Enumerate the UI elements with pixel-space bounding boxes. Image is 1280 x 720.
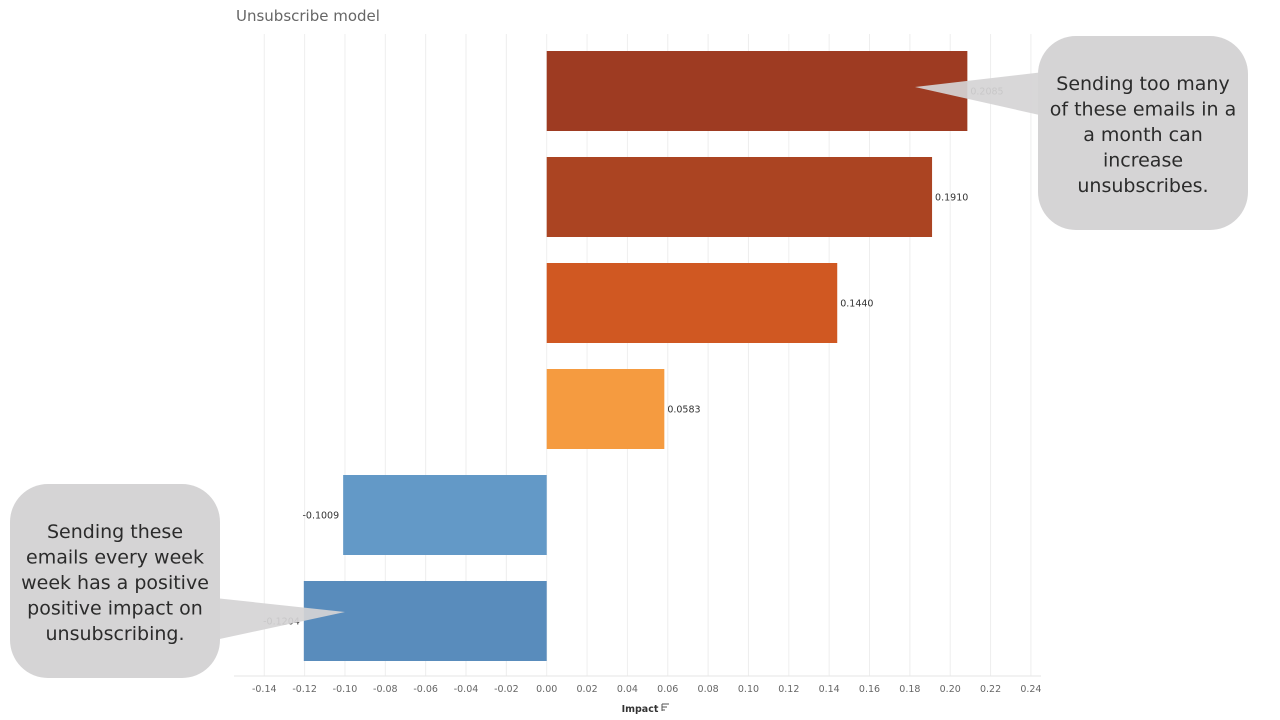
x-tick-label: -0.10 xyxy=(333,684,358,695)
x-tick-label: 0.08 xyxy=(698,684,719,695)
x-tick-label: 0.12 xyxy=(778,684,799,695)
gridlines xyxy=(234,34,1041,677)
x-tick-label: 0.14 xyxy=(819,684,840,695)
x-axis-title: Impact xyxy=(622,704,659,715)
x-tick-label: -0.12 xyxy=(292,684,317,695)
x-tick-label: 0.02 xyxy=(576,684,597,695)
x-tick-label: -0.06 xyxy=(413,684,438,695)
bar[interactable] xyxy=(546,263,838,343)
callout-box xyxy=(1038,36,1248,230)
x-tick-label: 0.16 xyxy=(859,684,880,695)
data-label: -0.1009 xyxy=(302,511,339,522)
callout-box xyxy=(10,484,220,678)
callout-text-line: increase xyxy=(1103,150,1183,172)
callout-text-line: week has a positive xyxy=(21,572,209,594)
x-axis-ticks: -0.14 -0.12 -0.10 -0.08 -0.06 -0.04 -0.02 0.00 0… xyxy=(252,684,1042,695)
callout-text-line: unsubscribes. xyxy=(1077,175,1208,197)
callout-pointer xyxy=(215,598,345,640)
data-label: 0.1440 xyxy=(840,299,873,310)
chart-title: Unsubscribe model xyxy=(236,7,380,25)
data-label: 0.1910 xyxy=(935,193,968,204)
x-tick-label: -0.08 xyxy=(373,684,398,695)
bar[interactable] xyxy=(343,475,547,555)
callout-pointer xyxy=(915,72,1044,116)
x-tick-label: 0.06 xyxy=(657,684,678,695)
x-tick-label: 0.20 xyxy=(940,684,961,695)
x-tick-label: 0.22 xyxy=(980,684,1001,695)
callout-text-line: emails every week xyxy=(26,547,204,569)
callout-text-line: Sending these xyxy=(47,521,183,543)
bar[interactable] xyxy=(546,157,933,237)
callout-text-line: Sending too many xyxy=(1056,73,1229,95)
x-tick-label: 0.24 xyxy=(1020,684,1041,695)
x-tick-label: 0.18 xyxy=(899,684,920,695)
callouts: Sending too many of these emails in a a mo… xyxy=(10,36,1248,678)
x-tick-label: 0.04 xyxy=(617,684,638,695)
x-tick-label: 0.10 xyxy=(738,684,759,695)
callout-text-line: of these emails in a xyxy=(1050,99,1237,121)
x-tick-label: -0.02 xyxy=(494,684,519,695)
x-tick-label: -0.04 xyxy=(454,684,479,695)
x-tick-label: 0.00 xyxy=(536,684,557,695)
bar[interactable] xyxy=(546,51,968,131)
bar[interactable] xyxy=(546,369,665,449)
callout-text-line: unsubscribing. xyxy=(45,623,184,645)
data-label: 0.0583 xyxy=(667,405,700,416)
callout-text-line: positive impact on xyxy=(27,598,203,620)
bars xyxy=(303,51,968,661)
sort-icon[interactable] xyxy=(661,703,669,711)
callout-text-line: a month can xyxy=(1083,124,1203,146)
x-tick-label: -0.14 xyxy=(252,684,277,695)
bar[interactable] xyxy=(303,581,547,661)
